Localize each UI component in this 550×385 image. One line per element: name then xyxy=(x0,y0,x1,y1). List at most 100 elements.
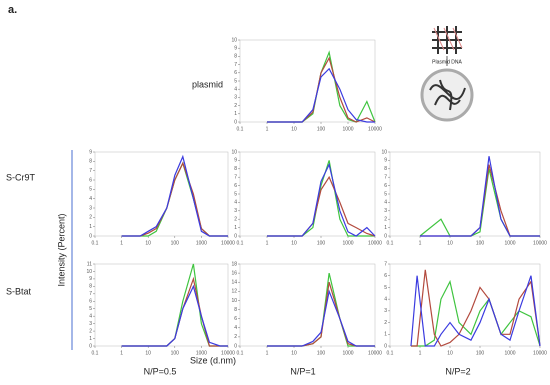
y-tick-label: 16 xyxy=(231,270,237,276)
x-tick-label: 10000 xyxy=(368,126,382,132)
y-tick-label: 2 xyxy=(234,103,237,109)
y-tick-label: 9 xyxy=(384,158,387,164)
series-line xyxy=(420,156,540,237)
x-tick-label: 0.1 xyxy=(237,126,244,132)
y-tick-label: 0 xyxy=(384,343,387,349)
series-line xyxy=(267,282,375,347)
y-tick-label: 9 xyxy=(234,158,237,164)
y-tick-label: 10 xyxy=(86,269,92,275)
col-label: N/P=0.5 xyxy=(144,366,177,376)
y-tick-label: 8 xyxy=(384,166,387,172)
y-tick-label: 5 xyxy=(384,285,387,291)
y-tick-label: 3 xyxy=(384,308,387,314)
y-tick-label: 7 xyxy=(234,175,237,181)
y-tick-label: 2 xyxy=(89,215,92,221)
y-tick-label: 7 xyxy=(384,175,387,181)
y-tick-label: 0 xyxy=(89,233,92,239)
panel-label: a. xyxy=(8,4,17,16)
y-axis-label: Intensity (Percent) xyxy=(56,213,66,286)
x-tick-label: 10 xyxy=(145,350,151,356)
plot-area xyxy=(389,151,541,237)
series-line xyxy=(267,50,376,123)
x-tick-label: 1 xyxy=(120,350,123,356)
y-tick-label: 1 xyxy=(384,225,387,231)
x-tick-label: 1000 xyxy=(196,240,207,246)
y-tick-label: 2 xyxy=(234,334,237,340)
series-line xyxy=(121,263,228,347)
x-tick-label: 10000 xyxy=(368,240,382,246)
diagram xyxy=(420,26,474,122)
y-tick-label: 2 xyxy=(89,328,92,334)
y-tick-label: 0 xyxy=(234,119,237,125)
y-tick-label: 5 xyxy=(234,78,237,84)
series-line xyxy=(267,162,376,237)
y-tick-label: 11 xyxy=(87,261,92,267)
col-label: N/P=1 xyxy=(290,366,315,376)
x-tick-label: 100 xyxy=(476,240,485,246)
y-tick-label: 6 xyxy=(234,183,237,189)
y-tick-label: 8 xyxy=(234,54,237,60)
series-line xyxy=(410,269,541,347)
x-tick-label: 100 xyxy=(317,350,326,356)
y-tick-label: 0 xyxy=(89,343,92,349)
y-tick-label: 6 xyxy=(384,183,387,189)
x-tick-label: 1000 xyxy=(342,240,353,246)
y-tick-label: 18 xyxy=(231,261,237,267)
x-tick-label: 1 xyxy=(266,350,269,356)
y-tick-label: 6 xyxy=(234,316,237,322)
x-tick-label: 0.1 xyxy=(237,240,244,246)
y-tick-label: 7 xyxy=(89,291,92,297)
x-tick-label: 0.1 xyxy=(387,350,394,356)
y-tick-label: 1 xyxy=(89,224,92,230)
x-tick-label: 1 xyxy=(419,240,422,246)
x-tick-label: 0.1 xyxy=(387,240,394,246)
x-tick-label: 100 xyxy=(171,350,180,356)
x-tick-label: 1000 xyxy=(196,350,207,356)
series-line xyxy=(267,56,376,123)
y-tick-label: 10 xyxy=(231,298,237,304)
y-tick-label: 8 xyxy=(234,166,237,172)
y-tick-label: 4 xyxy=(384,200,387,206)
y-tick-label: 0 xyxy=(384,233,387,239)
y-tick-label: 12 xyxy=(231,289,237,295)
y-tick-label: 10 xyxy=(231,37,237,43)
plot-area xyxy=(239,151,376,237)
y-tick-label: 6 xyxy=(89,177,92,183)
x-tick-label: 10 xyxy=(291,126,297,132)
row-label: plasmid xyxy=(192,79,223,89)
y-tick-label: 5 xyxy=(89,187,92,193)
x-tick-label: 10000 xyxy=(221,350,235,356)
y-tick-label: 9 xyxy=(89,276,92,282)
y-tick-label: 2 xyxy=(384,320,387,326)
y-tick-label: 8 xyxy=(89,159,92,165)
y-tick-label: 9 xyxy=(234,46,237,52)
y-tick-label: 6 xyxy=(89,299,92,305)
x-tick-label: 10000 xyxy=(368,350,382,356)
y-tick-label: 5 xyxy=(89,306,92,312)
x-tick-label: 1 xyxy=(266,240,269,246)
series-line xyxy=(121,284,228,347)
series-line xyxy=(267,160,375,237)
x-axis-label: Size (d.nm) xyxy=(190,355,236,365)
x-tick-label: 100 xyxy=(317,240,326,246)
x-tick-label: 1000 xyxy=(342,126,353,132)
y-tick-label: 9 xyxy=(89,149,92,155)
x-tick-label: 10 xyxy=(447,350,453,356)
y-tick-label: 7 xyxy=(234,62,237,68)
series-line xyxy=(267,289,375,347)
x-tick-label: 0.1 xyxy=(237,350,244,356)
x-tick-label: 10000 xyxy=(533,350,547,356)
x-tick-label: 10 xyxy=(291,350,297,356)
y-tick-label: 3 xyxy=(384,208,387,214)
y-tick-label: 1 xyxy=(89,336,92,342)
y-tick-label: 14 xyxy=(231,280,237,286)
series-line xyxy=(410,279,541,347)
x-tick-label: 100 xyxy=(476,350,485,356)
col-label: N/P=2 xyxy=(445,366,470,376)
x-tick-label: 0.1 xyxy=(92,240,99,246)
y-tick-label: 10 xyxy=(381,149,387,155)
y-tick-label: 0 xyxy=(234,343,237,349)
row-label: S-Cr9T xyxy=(6,172,36,182)
y-tick-label: 5 xyxy=(234,191,237,197)
y-tick-label: 6 xyxy=(234,70,237,76)
